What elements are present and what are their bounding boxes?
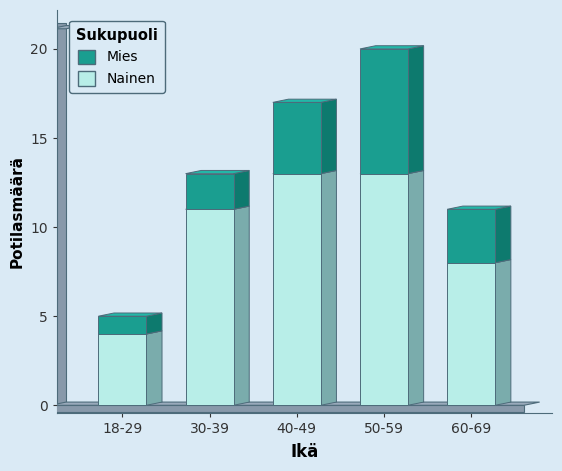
- Polygon shape: [360, 402, 424, 405]
- Polygon shape: [447, 206, 511, 209]
- Bar: [360, 49, 408, 174]
- Polygon shape: [146, 402, 162, 412]
- Polygon shape: [408, 402, 424, 412]
- Bar: [51, 23, 66, 412]
- Polygon shape: [98, 402, 162, 405]
- Bar: [273, 405, 321, 412]
- Bar: [98, 316, 146, 334]
- X-axis label: Ikä: Ikä: [291, 443, 319, 461]
- Polygon shape: [273, 171, 337, 174]
- Bar: [360, 405, 408, 412]
- Bar: [360, 174, 408, 405]
- Polygon shape: [234, 402, 249, 412]
- Polygon shape: [234, 206, 249, 405]
- Polygon shape: [51, 25, 82, 29]
- Bar: [447, 405, 495, 412]
- Legend: Mies, Nainen: Mies, Nainen: [69, 21, 165, 93]
- Polygon shape: [447, 260, 511, 263]
- Polygon shape: [146, 313, 162, 334]
- Polygon shape: [408, 171, 424, 405]
- Bar: [273, 102, 321, 174]
- Bar: [447, 209, 495, 263]
- Polygon shape: [185, 171, 249, 174]
- Polygon shape: [408, 46, 424, 174]
- Polygon shape: [495, 260, 511, 405]
- Polygon shape: [321, 99, 337, 174]
- Bar: [185, 174, 234, 209]
- Polygon shape: [98, 331, 162, 334]
- Bar: [98, 334, 146, 405]
- Polygon shape: [495, 206, 511, 263]
- Polygon shape: [98, 313, 162, 316]
- Polygon shape: [495, 402, 511, 412]
- Polygon shape: [185, 402, 249, 405]
- Bar: [273, 174, 321, 405]
- Polygon shape: [447, 402, 511, 405]
- Bar: [447, 263, 495, 405]
- Bar: [185, 405, 234, 412]
- Polygon shape: [185, 206, 249, 209]
- Y-axis label: Potilasmäärä: Potilasmäärä: [10, 155, 25, 268]
- Bar: [51, 405, 524, 412]
- Polygon shape: [51, 402, 540, 405]
- Polygon shape: [273, 99, 337, 102]
- Polygon shape: [360, 171, 424, 174]
- Polygon shape: [234, 171, 249, 209]
- Bar: [185, 209, 234, 405]
- Polygon shape: [360, 46, 424, 49]
- Polygon shape: [321, 171, 337, 405]
- Polygon shape: [273, 402, 337, 405]
- Bar: [98, 405, 146, 412]
- Polygon shape: [146, 331, 162, 405]
- Polygon shape: [321, 402, 337, 412]
